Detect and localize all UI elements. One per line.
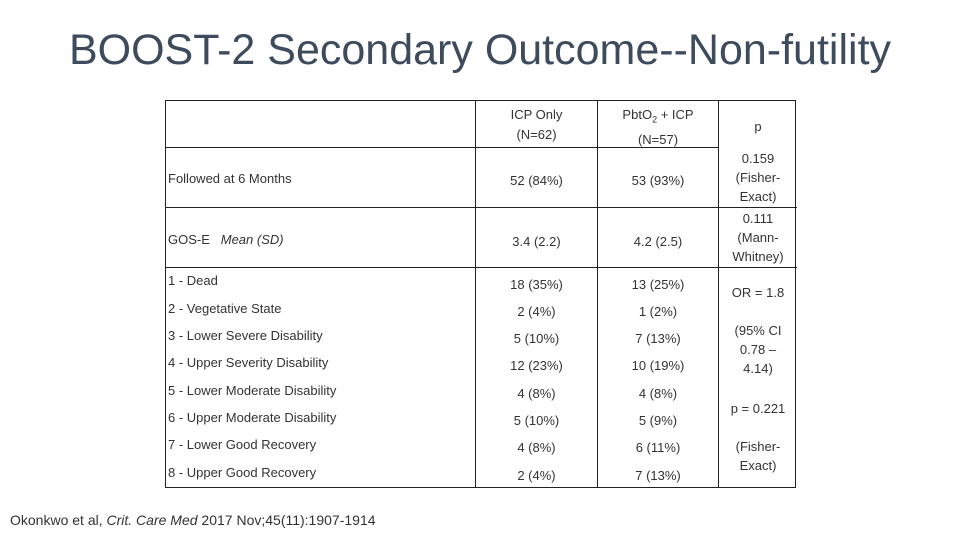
header-rest: + ICP (657, 107, 694, 122)
p-gose-1: 0.111 (742, 211, 774, 226)
row-label-5: 5 - Lower Moderate Disability (168, 383, 337, 398)
cell-7-pbt: 6 (11%) (635, 440, 681, 455)
header-o: O (641, 107, 653, 122)
col-divider (475, 101, 476, 487)
cell-followed-icp: 52 (84%) (510, 173, 563, 188)
cell-4-pbt: 10 (19%) (631, 358, 685, 373)
col-divider (597, 101, 598, 487)
row-label-7: 7 - Lower Good Recovery (168, 437, 317, 452)
p-followed-1: 0.159 (741, 151, 775, 166)
header-pbto2-line1: PbtO2 + ICP (598, 105, 718, 130)
citation: Okonkwo et al, Crit. Care Med 2017 Nov;4… (10, 512, 376, 528)
cell-2-pbt: 1 (2%) (638, 304, 678, 319)
p-followed: 0.159 (Fisher- Exact) (719, 149, 797, 206)
p-gose: 0.111 (Mann- Whitney) (719, 209, 797, 266)
citation-authors: Okonkwo et al, (10, 512, 107, 528)
header-p: p (754, 119, 762, 134)
cell-followed-pbt: 53 (93%) (631, 173, 685, 188)
cell-gose-pbt: 4.2 (2.5) (633, 234, 683, 249)
header-icp-line2: (N=62) (516, 127, 557, 142)
header-pbt: Pbt (622, 107, 642, 122)
cell-gose-icp: 3.4 (2.2) (512, 234, 561, 249)
cell-7-icp: 4 (8%) (517, 440, 556, 455)
p-odds-ratio: OR = 1.8 (731, 285, 785, 300)
cell-8-pbt: 7 (13%) (635, 468, 681, 483)
row-label-8: 8 - Upper Good Recovery (168, 465, 317, 480)
cell-3-pbt: 7 (13%) (635, 331, 681, 346)
cell-1-pbt: 13 (25%) (631, 277, 685, 292)
cell-2-icp: 2 (4%) (517, 304, 556, 319)
p-fe-2: Exact) (739, 458, 777, 473)
gose-label: GOS-E (168, 232, 210, 247)
row-label-4: 4 - Upper Severity Disability (168, 355, 329, 370)
cell-6-icp: 5 (10%) (513, 413, 560, 428)
row-label-2: 2 - Vegetative State (168, 301, 282, 316)
p-value: p = 0.221 (730, 401, 786, 416)
p-ci-2: 0.78 – (739, 342, 777, 357)
p-fisher-exact: (Fisher- Exact) (719, 437, 797, 475)
header-icp-only: ICP Only (N=62) (476, 105, 597, 145)
row-label-3: 3 - Lower Severe Disability (168, 328, 323, 343)
cell-4-icp: 12 (23%) (510, 358, 563, 373)
p-fe-1: (Fisher- (735, 439, 781, 454)
col-divider (718, 101, 719, 487)
p-ci-1: (95% CI (734, 323, 782, 338)
cell-5-pbt: 4 (8%) (638, 386, 678, 401)
cell-3-icp: 5 (10%) (513, 331, 560, 346)
p-gose-2: (Mann- (737, 230, 779, 245)
row-divider (166, 267, 718, 268)
cell-1-icp: 18 (35%) (510, 277, 563, 292)
header-sub: 2 (652, 114, 658, 125)
p-followed-3: Exact) (739, 189, 777, 204)
citation-rest: 2017 Nov;45(11):1907-1914 (197, 512, 376, 528)
row-label-followed: Followed at 6 Months (168, 171, 292, 186)
slide-title: BOOST-2 Secondary Outcome--Non-futility (68, 26, 892, 74)
row-label-1: 1 - Dead (168, 273, 218, 288)
results-table: ICP Only (N=62) PbtO2 + ICP (N=57) p Fol… (165, 100, 797, 488)
row-divider (166, 207, 718, 208)
row-label-gose: GOS-E Mean (SD) (168, 230, 284, 249)
citation-journal: Crit. Care Med (106, 512, 198, 528)
p-followed-2: (Fisher- (735, 170, 781, 185)
row-divider (718, 267, 797, 268)
cell-6-pbt: 5 (9%) (638, 413, 678, 428)
p-ci-3: 4.14) (743, 361, 773, 376)
header-icp-line1: ICP Only (510, 107, 563, 122)
row-divider (166, 147, 718, 148)
row-divider (718, 207, 797, 208)
row-label-6: 6 - Upper Moderate Disability (168, 410, 337, 425)
cell-8-icp: 2 (4%) (517, 468, 556, 483)
header-pbto2-line2: (N=57) (637, 131, 679, 147)
header-pbto2-icp: PbtO2 + ICP (N=57) (598, 105, 718, 150)
p-ci: (95% CI 0.78 – 4.14) (719, 321, 797, 378)
cell-5-icp: 4 (8%) (517, 386, 556, 401)
gose-mean-sd: Mean (SD) (220, 232, 284, 247)
p-gose-3: Whitney) (732, 249, 784, 264)
